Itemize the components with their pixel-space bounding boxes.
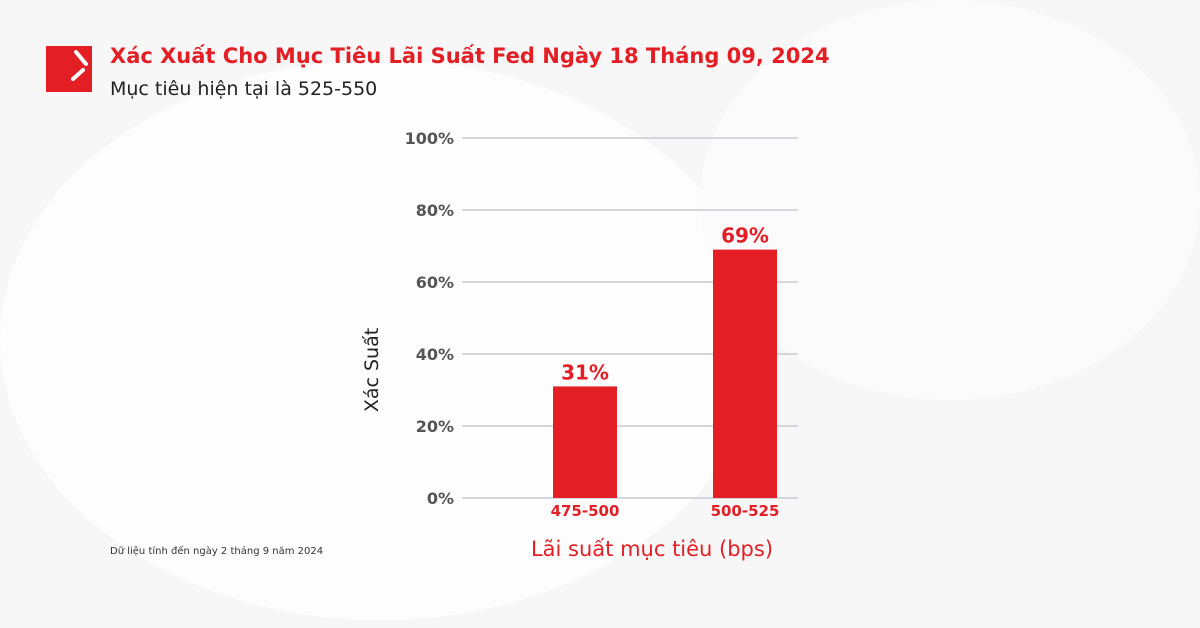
y-axis-label: Xác Suất xyxy=(361,328,383,412)
background-shape xyxy=(0,60,760,620)
bar xyxy=(553,386,617,498)
data-label: 31% xyxy=(561,360,609,384)
y-tick-label: 80% xyxy=(416,201,454,220)
bar xyxy=(713,249,777,498)
y-tick-label: 0% xyxy=(427,489,454,508)
y-tick-label: 40% xyxy=(416,345,454,364)
logo-icon xyxy=(46,46,92,92)
footnote: Dữ liệu tính đến ngày 2 tháng 9 năm 2024 xyxy=(110,546,324,557)
chart-subtitle: Mục tiêu hiện tại là 525-550 xyxy=(110,78,378,100)
y-tick-label: 20% xyxy=(416,417,454,436)
y-tick-label: 100% xyxy=(405,129,454,148)
y-tick-label: 60% xyxy=(416,273,454,292)
data-label: 69% xyxy=(721,224,769,248)
x-tick-label: 475-500 xyxy=(551,502,620,520)
x-axis-label: Lãi suất mục tiêu (bps) xyxy=(531,537,773,561)
chart-title: Xác Xuất Cho Mục Tiêu Lãi Suất Fed Ngày … xyxy=(110,44,830,68)
x-tick-label: 500-525 xyxy=(711,502,780,520)
background-shape xyxy=(700,0,1200,400)
